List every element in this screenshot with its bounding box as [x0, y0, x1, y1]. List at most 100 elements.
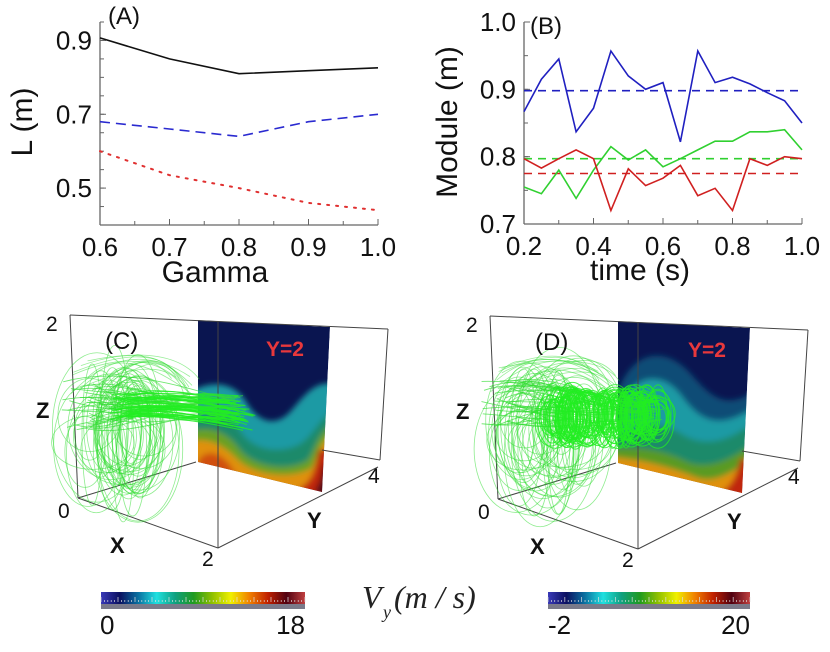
panel-c-3d-render: (C) Y=2 2 Z 0 X 2 Y 4: [36, 313, 389, 571]
x-axis-title: time (s): [590, 254, 690, 287]
streamline: [542, 394, 558, 439]
bounding-box: [489, 315, 809, 550]
x-max-tick: 2: [622, 549, 634, 572]
z-max-tick: 2: [466, 314, 478, 337]
streamline: [640, 390, 675, 449]
streamline: [552, 386, 588, 440]
streamline: [111, 370, 150, 494]
colorbar-title-subscript: y: [381, 602, 391, 622]
y-tick-label: 0.9: [56, 25, 92, 55]
streamline: [619, 398, 639, 437]
streamline: [70, 388, 235, 398]
streamline: [619, 384, 652, 444]
series-line-0: [523, 48, 803, 143]
streamline: [99, 363, 177, 398]
series-line-1: [99, 113, 379, 138]
streamline: [496, 368, 600, 400]
origin-tick: 0: [478, 501, 490, 524]
streamline: [119, 385, 157, 477]
streamline: [611, 388, 642, 440]
streamline: [51, 415, 135, 470]
x-tick-label: 0.6: [82, 232, 118, 262]
colorbar-c: 0 18: [100, 592, 306, 640]
streamline: [518, 369, 620, 397]
x-tick-label: 1.0: [784, 231, 820, 261]
streamline: [522, 362, 604, 390]
y-axis-title: L (m): [6, 88, 39, 157]
plane-label: Y=2: [688, 339, 726, 362]
streamline: [115, 410, 229, 426]
streamline: [92, 376, 184, 523]
x-tick-label: 0.4: [575, 231, 611, 261]
streamline: [495, 371, 616, 397]
panel-label: (C): [105, 328, 138, 355]
streamlines: [51, 344, 256, 523]
streamline: [525, 367, 606, 394]
streamline: [643, 388, 672, 436]
streamline: [490, 360, 599, 393]
panel-label: (B): [530, 13, 562, 40]
x-axis-label: X: [530, 534, 545, 559]
streamline: [116, 406, 240, 420]
streamline: [108, 362, 172, 387]
streamline: [540, 399, 568, 434]
panel-label: (D): [535, 329, 568, 356]
streamline: [87, 393, 230, 406]
streamline: [498, 360, 620, 382]
colorbar-min: 0: [100, 610, 114, 640]
streamline: [113, 392, 231, 411]
x-tick-label: 0.8: [221, 232, 257, 262]
series-line-1: [523, 128, 803, 200]
colorbar-title-unit: (m / s): [394, 579, 476, 615]
streamline: [630, 402, 645, 435]
plane-label: Y=2: [266, 338, 304, 361]
streamline: [92, 360, 193, 399]
y-tick-label: 0.7: [56, 99, 92, 129]
x-axis-label: X: [110, 533, 125, 558]
y-tick-label: 0.9: [480, 74, 516, 104]
streamline: [544, 396, 578, 440]
streamline: [87, 354, 200, 380]
y-axis-label: Y: [307, 508, 322, 533]
streamline: [70, 358, 191, 394]
series-line-2: [523, 149, 803, 213]
streamline: [112, 381, 135, 523]
y-axis-label: Y: [727, 509, 742, 534]
streamline: [52, 352, 142, 503]
colorbar-min: -2: [548, 610, 571, 640]
panel-d-3d-render: (D) Y=2 2 Z 0 X 2 Y 4: [456, 314, 809, 572]
streamline: [123, 401, 254, 417]
streamline: [548, 400, 570, 439]
x-tick-label: 0.6: [645, 231, 681, 261]
colorbar-title: V y (m / s): [362, 579, 476, 622]
streamline: [125, 406, 241, 420]
chart-b: 0.2 0.4 0.6 0.8 1.0 1.0 0.9 0.8 0.7 (B) time (s)…: [431, 7, 820, 287]
x-max-tick: 2: [202, 548, 214, 571]
streamline: [498, 358, 615, 385]
colorbar-title-symbol: V: [362, 579, 385, 615]
streamline: [554, 389, 581, 448]
streamline: [623, 400, 641, 437]
streamline: [634, 401, 670, 432]
streamline: [87, 362, 194, 396]
streamline: [125, 405, 250, 410]
streamline: [111, 404, 232, 413]
streamline: [83, 370, 119, 478]
x-tick-label: 0.9: [290, 232, 326, 262]
y-max-tick: 4: [368, 465, 380, 488]
y-tick-label: 0.8: [480, 142, 516, 172]
streamline: [81, 363, 103, 506]
streamline: [115, 380, 161, 494]
streamline: [126, 395, 240, 406]
streamline: [642, 394, 661, 436]
panel-label: (A): [108, 3, 140, 30]
streamline: [73, 356, 180, 379]
y-tick-label: 1.0: [480, 7, 516, 37]
colorbar-d: -2 20: [547, 592, 751, 640]
streamline: [554, 381, 591, 443]
series-line-0: [99, 37, 379, 75]
streamline: [610, 398, 628, 432]
streamline: [80, 355, 190, 393]
y-axis-title: Module (m): [431, 46, 464, 198]
